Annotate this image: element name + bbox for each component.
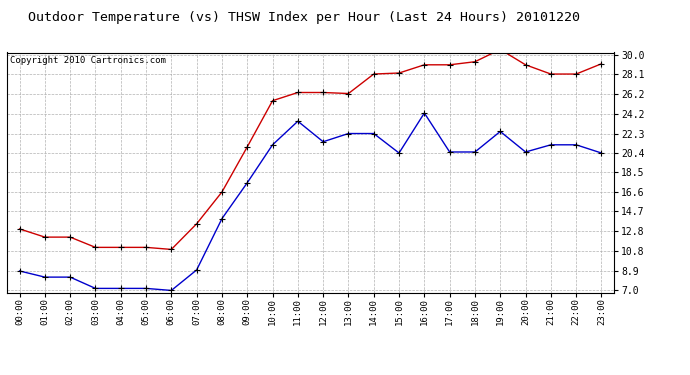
Text: Outdoor Temperature (vs) THSW Index per Hour (Last 24 Hours) 20101220: Outdoor Temperature (vs) THSW Index per … [28, 11, 580, 24]
Text: Copyright 2010 Cartronics.com: Copyright 2010 Cartronics.com [10, 56, 166, 65]
